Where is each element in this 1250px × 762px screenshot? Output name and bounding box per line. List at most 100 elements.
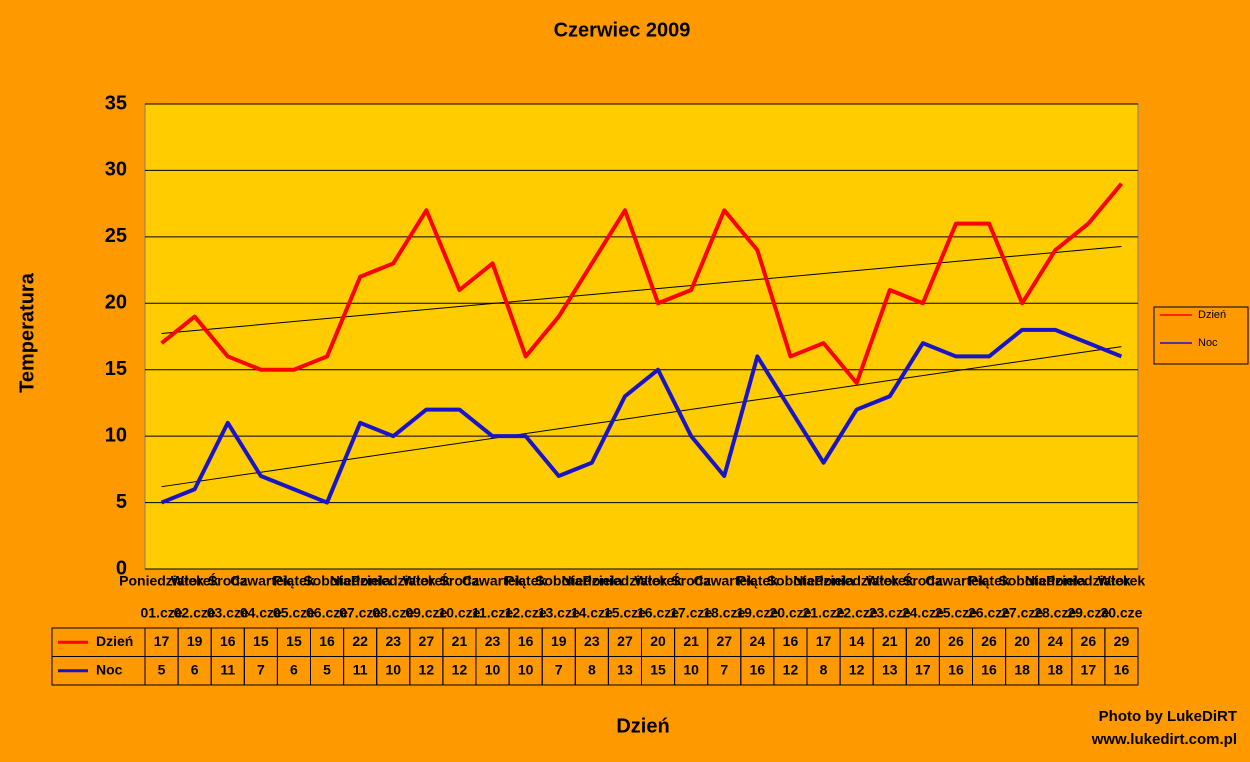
x-tick-label: 20.cze: [769, 605, 811, 621]
table-value: 11: [353, 661, 368, 677]
table-value: 19: [187, 633, 203, 649]
y-tick-label: 25: [105, 225, 127, 247]
x-tick-label: 24.cze: [902, 605, 944, 621]
credit: Photo by LukeDiRT: [1099, 708, 1237, 725]
table-value: 16: [1114, 661, 1130, 677]
table-value: 18: [1047, 661, 1063, 677]
x-tick-label: Sobota: [767, 573, 815, 589]
x-tick-label: Wtorek: [403, 573, 451, 589]
table-value: 7: [257, 661, 265, 677]
x-tick-label: 12.cze: [505, 605, 547, 621]
table-value: 16: [783, 633, 799, 649]
x-tick-label: 23.cze: [869, 605, 911, 621]
x-tick-label: Piątek: [505, 573, 546, 589]
y-tick-label: 20: [105, 292, 127, 314]
table-value: 8: [820, 661, 828, 677]
table-cell: [1104, 656, 1139, 686]
legend: [1153, 306, 1249, 365]
table-value: 12: [783, 661, 799, 677]
x-tick-label: 18.cze: [703, 605, 745, 621]
x-tick-label: 04.cze: [240, 605, 282, 621]
x-tick-label: 09.cze: [405, 605, 447, 621]
table-value: 12: [849, 661, 865, 677]
table-value: 13: [882, 661, 898, 677]
table-value: 26: [981, 633, 997, 649]
table-value: 7: [720, 661, 728, 677]
chart-title: Czerwiec 2009: [554, 19, 691, 41]
x-tick-label: Poniedziałek: [119, 573, 204, 589]
table-value: 24: [1047, 633, 1063, 649]
table-value: 21: [452, 633, 468, 649]
table-value: 18: [1014, 661, 1030, 677]
table-row-label: Dzień: [96, 633, 133, 649]
table-value: 14: [849, 633, 865, 649]
x-tick-label: Środa: [671, 572, 711, 589]
table-value: 11: [220, 661, 235, 677]
table-value: 21: [683, 633, 699, 649]
table-value: 29: [1114, 633, 1130, 649]
x-tick-label: 01.cze: [141, 605, 183, 621]
x-tick-label: Czwartek: [462, 573, 524, 589]
table-value: 10: [518, 661, 534, 677]
table-value: 16: [981, 661, 997, 677]
table-value: 27: [716, 633, 732, 649]
x-axis-title: Dzień: [616, 715, 669, 737]
legend-label: Noc: [1198, 337, 1218, 349]
table-value: 23: [485, 633, 501, 649]
x-tick-label: Poniedziałek: [583, 573, 668, 589]
x-tick-label: 10.cze: [438, 605, 480, 621]
x-tick-label: 02.cze: [174, 605, 216, 621]
table-value: 13: [617, 661, 633, 677]
y-tick-label: 0: [116, 557, 127, 579]
table-value: 17: [816, 633, 832, 649]
table-value: 17: [154, 633, 170, 649]
x-tick-label: Sobota: [998, 573, 1046, 589]
table-value: 27: [419, 633, 435, 649]
x-tick-label: 30.cze: [1100, 605, 1142, 621]
y-tick-label: 35: [105, 92, 127, 114]
x-tick-label: 22.cze: [836, 605, 878, 621]
x-tick-label: Niedziela: [330, 573, 391, 589]
x-tick-label: Sobota: [303, 573, 351, 589]
x-tick-label: Sobota: [535, 573, 583, 589]
x-tick-label: 05.cze: [273, 605, 315, 621]
x-tick-label: 25.cze: [935, 605, 977, 621]
table-value: 16: [948, 661, 964, 677]
table-value: 23: [584, 633, 600, 649]
x-tick-label: 17.cze: [670, 605, 712, 621]
series-line: [160, 327, 1123, 505]
table-value: 10: [385, 661, 401, 677]
table-value: 5: [323, 661, 331, 677]
x-tick-label: Poniedziałek: [814, 573, 899, 589]
table-value: 15: [650, 661, 666, 677]
table-value: 17: [1081, 661, 1097, 677]
x-tick-label: 19.cze: [736, 605, 778, 621]
x-tick-label: Czwartek: [925, 573, 987, 589]
x-tick-label: Środa: [440, 572, 480, 589]
table-value: 20: [650, 633, 666, 649]
plot-area: [144, 103, 1139, 570]
x-tick-label: Wtorek: [866, 573, 914, 589]
x-tick-label: Niedziela: [561, 573, 622, 589]
table-value: 15: [286, 633, 302, 649]
x-tick-label: 27.cze: [1001, 605, 1043, 621]
table-value: 26: [948, 633, 964, 649]
table-value: 8: [588, 661, 596, 677]
x-tick-label: 08.cze: [372, 605, 414, 621]
x-tick-label: 14.cze: [571, 605, 613, 621]
x-tick-label: 16.cze: [637, 605, 679, 621]
table-value: 10: [683, 661, 699, 677]
y-tick-label: 30: [105, 159, 127, 181]
x-tick-label: Piątek: [737, 573, 778, 589]
x-tick-label: 13.cze: [538, 605, 580, 621]
table-value: 16: [220, 633, 236, 649]
table-value: 20: [915, 633, 931, 649]
table-value: 6: [191, 661, 199, 677]
x-tick-label: Wtorek: [171, 573, 219, 589]
table-value: 16: [319, 633, 335, 649]
x-tick-label: 11.cze: [472, 605, 513, 621]
table-value: 21: [882, 633, 898, 649]
x-tick-label: Piątek: [273, 573, 314, 589]
y-tick-label: 15: [105, 358, 127, 380]
